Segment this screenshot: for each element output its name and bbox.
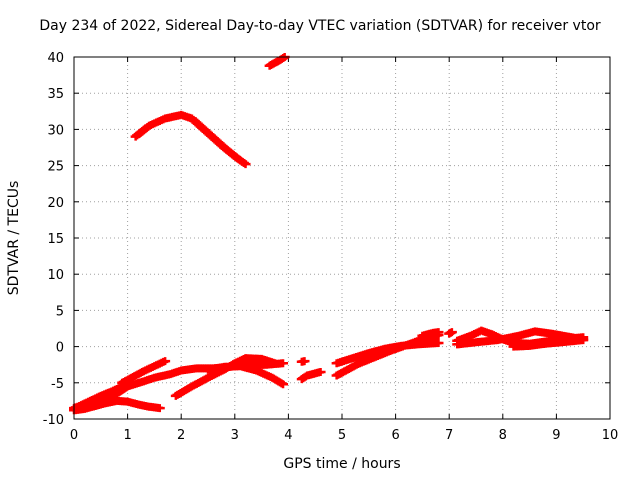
data-point xyxy=(578,336,589,345)
x-tick-label: 10 xyxy=(602,428,619,443)
grid-lines xyxy=(74,57,610,419)
x-tick-label: 9 xyxy=(552,428,560,443)
y-tick-label: 0 xyxy=(56,341,64,356)
data-series xyxy=(331,338,444,368)
data-series xyxy=(203,362,289,389)
y-tick-label: 30 xyxy=(47,123,64,138)
data-point xyxy=(240,160,251,169)
data-point xyxy=(299,357,310,366)
data-point xyxy=(433,328,444,337)
y-tick-label: 40 xyxy=(47,51,64,66)
x-tick-label: 2 xyxy=(177,428,185,443)
data-point xyxy=(446,328,457,337)
data-series xyxy=(130,110,251,169)
data-point xyxy=(160,357,171,366)
x-tick-label: 6 xyxy=(391,428,399,443)
x-tick-label: 3 xyxy=(231,428,239,443)
data-point xyxy=(270,359,280,368)
y-tick-label: 10 xyxy=(47,268,64,283)
data-series xyxy=(296,367,326,384)
y-tick-label: -5 xyxy=(51,377,64,392)
x-tick-label: 4 xyxy=(284,428,292,443)
x-axis-label: GPS time / hours xyxy=(283,456,401,472)
x-tick-label: 0 xyxy=(70,428,78,443)
data-series xyxy=(69,396,165,415)
x-tick-label: 7 xyxy=(445,428,453,443)
y-tick-label: 5 xyxy=(56,304,64,319)
x-tick-label: 1 xyxy=(123,428,131,443)
data-point xyxy=(278,380,289,389)
axes: 0 1 2 3 4 5 6 7 8 9 10 -10 -5 0 5 10 15 20 25 30 35 40 xyxy=(43,51,619,443)
y-tick-label: 20 xyxy=(47,196,64,211)
x-tick-label: 8 xyxy=(499,428,507,443)
y-axis-label: SDTVAR / TECUs xyxy=(6,180,22,296)
data-point xyxy=(154,404,165,413)
data-series xyxy=(264,53,290,70)
y-tick-label: 25 xyxy=(47,160,64,175)
data-series xyxy=(444,328,457,338)
data-points xyxy=(69,53,589,415)
data-series xyxy=(117,357,171,387)
chart-title: Day 234 of 2022, Sidereal Day-to-day VTE… xyxy=(39,18,601,34)
x-tick-label: 5 xyxy=(338,428,346,443)
plot-frame xyxy=(73,56,611,420)
data-series xyxy=(508,336,589,351)
data-point xyxy=(315,367,326,376)
y-tick-label: 15 xyxy=(47,232,64,247)
y-tick-label: -10 xyxy=(43,413,64,428)
data-point xyxy=(433,338,444,347)
y-tick-label: 35 xyxy=(47,87,64,102)
data-series xyxy=(417,328,444,340)
data-series xyxy=(296,357,310,366)
